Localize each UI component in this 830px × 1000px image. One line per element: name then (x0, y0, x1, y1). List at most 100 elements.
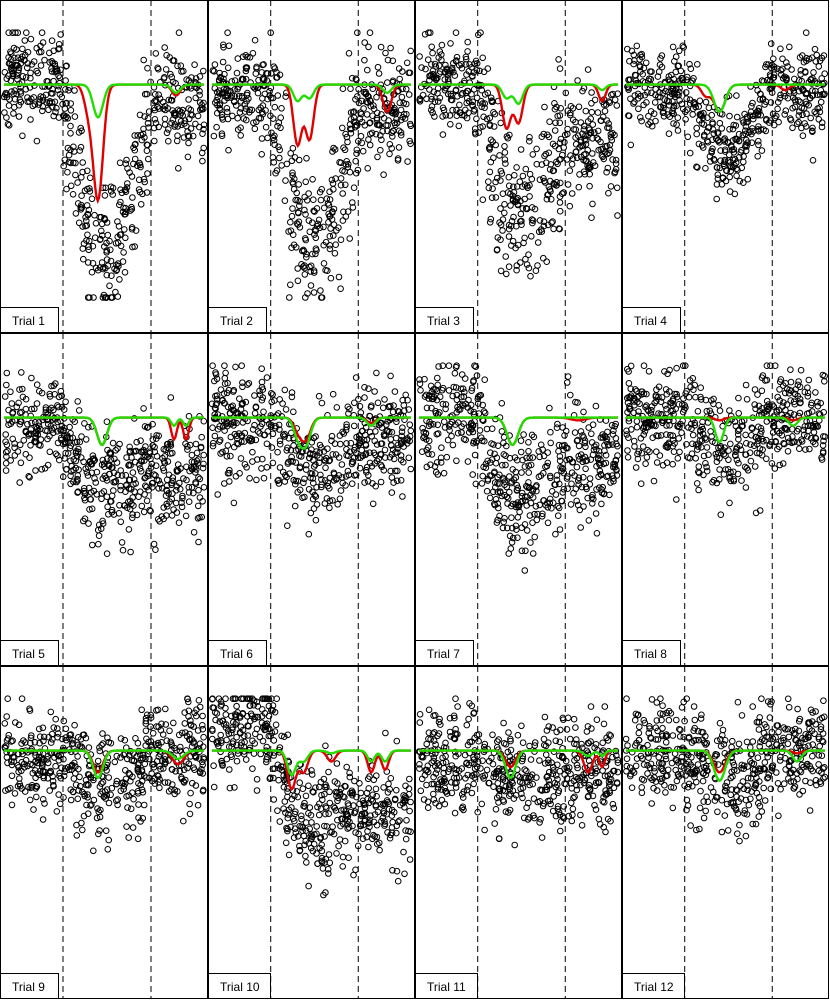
data-point (800, 104, 808, 112)
data-point (799, 132, 807, 139)
data-point (675, 88, 683, 96)
data-point (339, 124, 346, 132)
data-point (733, 92, 740, 99)
scatter-points (416, 29, 622, 280)
data-point (53, 808, 61, 815)
data-point (550, 180, 558, 187)
data-point (376, 122, 384, 129)
data-point (505, 233, 513, 240)
data-point (373, 369, 380, 377)
data-point (689, 111, 697, 118)
data-point (234, 126, 242, 133)
data-point (13, 403, 21, 411)
data-point (46, 406, 53, 414)
data-point (99, 456, 107, 464)
data-point (775, 118, 782, 126)
data-point (199, 712, 206, 720)
data-point (48, 68, 56, 75)
data-point (466, 61, 473, 68)
data-point (86, 506, 93, 513)
data-point (5, 122, 13, 129)
data-point (582, 107, 590, 115)
data-point (26, 98, 33, 105)
data-point (816, 57, 824, 65)
data-point (91, 475, 98, 482)
data-point (528, 233, 535, 240)
data-point (407, 465, 415, 473)
data-point (788, 66, 795, 73)
data-point (497, 177, 504, 184)
data-point (322, 238, 330, 246)
data-point (501, 143, 508, 150)
data-point (726, 407, 733, 414)
data-point (110, 487, 117, 494)
scatter-points (624, 29, 829, 203)
data-point (200, 733, 207, 741)
data-point (553, 103, 560, 111)
data-point (428, 106, 435, 114)
data-point (768, 64, 775, 72)
data-point (60, 717, 68, 725)
data-point (289, 178, 296, 186)
data-point (276, 154, 283, 162)
data-point (84, 167, 91, 175)
data-point (284, 522, 291, 530)
data-point (767, 99, 775, 106)
data-point (388, 489, 396, 496)
data-point (175, 29, 183, 37)
data-point (676, 448, 683, 456)
data-point (131, 132, 138, 139)
data-point (426, 72, 434, 80)
data-point (222, 447, 230, 455)
data-point (480, 113, 487, 121)
data-point (571, 429, 579, 436)
data-point (200, 125, 207, 133)
data-point (693, 130, 701, 138)
data-point (108, 188, 115, 195)
data-point (140, 56, 147, 64)
data-point (191, 61, 198, 68)
data-point (180, 817, 187, 825)
data-point (787, 366, 794, 374)
data-point (214, 101, 221, 109)
data-point (105, 511, 112, 518)
data-point (683, 76, 690, 84)
data-point (147, 507, 154, 515)
data-point (473, 94, 481, 102)
data-point (122, 188, 130, 195)
data-point (330, 221, 338, 228)
data-point (134, 739, 142, 747)
data-point (75, 407, 83, 414)
data-point (709, 126, 717, 133)
data-point (104, 503, 111, 511)
data-point (732, 136, 740, 143)
data-point (20, 437, 28, 444)
data-point (121, 269, 129, 276)
data-point (223, 736, 230, 744)
data-point (471, 451, 479, 459)
data-point (306, 263, 313, 271)
data-point (313, 205, 321, 212)
data-point (683, 106, 691, 113)
data-point (222, 369, 229, 377)
data-point (555, 56, 562, 63)
data-point (172, 80, 179, 87)
data-point (732, 122, 740, 129)
data-point (46, 390, 54, 398)
data-point (564, 107, 572, 114)
data-point (366, 119, 374, 126)
data-point (48, 382, 55, 390)
data-point (144, 453, 151, 461)
data-point (213, 123, 220, 131)
data-point (305, 882, 312, 890)
data-point (690, 75, 697, 82)
data-point (187, 125, 195, 132)
data-point (60, 162, 68, 170)
data-point (381, 396, 388, 403)
data-point (627, 362, 635, 370)
data-point (387, 436, 395, 443)
data-point (526, 134, 533, 141)
data-point (670, 120, 677, 127)
data-point (88, 195, 96, 203)
data-point (439, 131, 447, 138)
